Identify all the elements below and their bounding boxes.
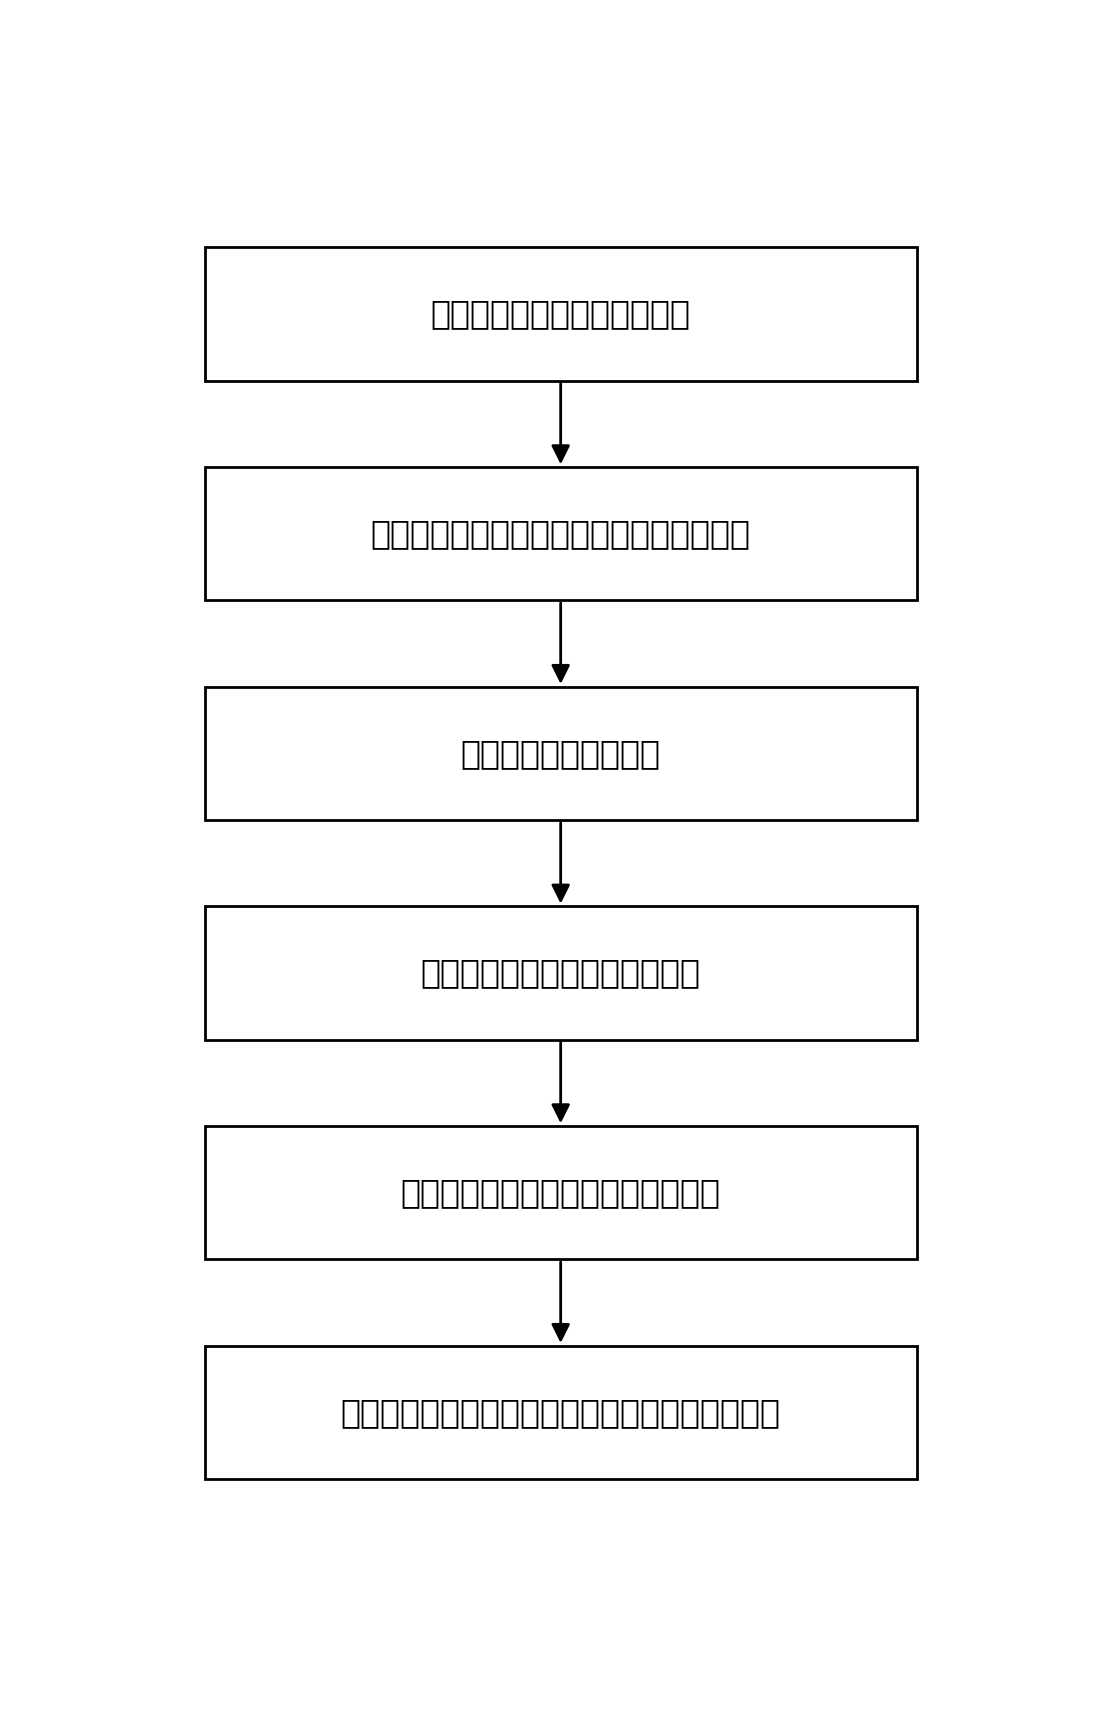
Text: 建立钒芒稝发育程度分区体系: 建立钒芒稝发育程度分区体系 <box>431 297 690 330</box>
Bar <box>205 247 917 380</box>
Bar <box>205 1126 917 1259</box>
Text: 建立溶解孔洞发育程度分级标准: 建立溶解孔洞发育程度分级标准 <box>421 956 700 989</box>
Bar <box>205 467 917 600</box>
Text: 确定渗漏通道具体位置、形态及规模: 确定渗漏通道具体位置、形态及规模 <box>400 1176 721 1209</box>
Text: 对渗漏通道划分出大流量洞穴区和网状孔洞渗漏区: 对渗漏通道划分出大流量洞穴区和网状孔洞渗漏区 <box>340 1395 781 1428</box>
Bar <box>205 686 917 820</box>
Bar <box>205 906 917 1039</box>
Text: 探查溶解孔洞发育特征: 探查溶解孔洞发育特征 <box>461 737 661 769</box>
Text: 初步判断渗漏区的平面分布范围及渗漏路径: 初步判断渗漏区的平面分布范围及渗漏路径 <box>371 517 750 550</box>
Bar <box>205 1345 917 1478</box>
